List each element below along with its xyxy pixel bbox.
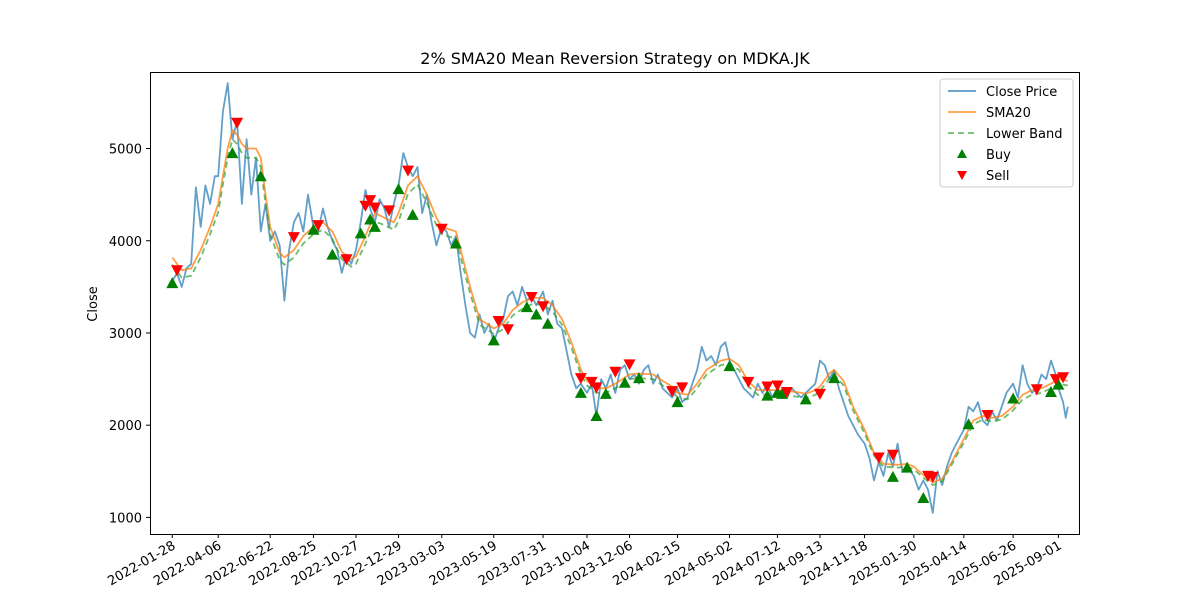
sell-marker bbox=[171, 265, 184, 277]
sma20-line bbox=[171, 129, 1068, 484]
sell-marker bbox=[676, 382, 689, 394]
buy-marker bbox=[632, 372, 645, 384]
buy-marker bbox=[541, 317, 554, 329]
sell-marker bbox=[435, 223, 448, 235]
sell-marker bbox=[1057, 372, 1070, 384]
legend-label: Close Price bbox=[986, 85, 1057, 100]
x-axis-ticks: 2022-01-282022-04-062022-06-222022-08-25… bbox=[105, 534, 1064, 589]
sell-marker bbox=[981, 410, 994, 422]
buy-marker bbox=[799, 393, 812, 405]
sell-marker bbox=[926, 471, 939, 483]
sell-marker bbox=[886, 449, 899, 461]
buy-marker bbox=[364, 213, 377, 225]
y-tick-label: 3000 bbox=[109, 327, 142, 342]
sell-marker bbox=[574, 373, 587, 385]
buy-marker bbox=[226, 147, 239, 159]
plot-frame bbox=[150, 72, 1080, 535]
sell-marker bbox=[1030, 384, 1043, 396]
buy-marker bbox=[590, 409, 603, 421]
buy-marker bbox=[761, 389, 774, 401]
sell-marker bbox=[609, 366, 622, 378]
buy-marker bbox=[917, 492, 930, 504]
buy-marker bbox=[368, 220, 381, 232]
sell-markers bbox=[171, 117, 1070, 483]
buy-marker bbox=[520, 301, 533, 313]
sell-marker bbox=[359, 200, 372, 212]
buy-marker bbox=[307, 223, 320, 235]
y-tick-label: 1000 bbox=[109, 511, 142, 526]
sell-marker bbox=[872, 452, 885, 464]
close-price-line bbox=[171, 82, 1069, 514]
sma20-series bbox=[171, 129, 1068, 484]
buy-marker bbox=[1007, 392, 1020, 404]
buy-marker bbox=[487, 334, 500, 346]
legend-label: Lower Band bbox=[986, 127, 1062, 142]
buy-marker bbox=[886, 470, 899, 482]
chart-title: 2% SMA20 Mean Reversion Strategy on MDKA… bbox=[420, 49, 810, 68]
sell-marker bbox=[312, 220, 325, 232]
buy-marker bbox=[1044, 385, 1057, 397]
buy-marker bbox=[530, 308, 543, 320]
y-tick-label: 2000 bbox=[109, 419, 142, 434]
sell-marker bbox=[501, 324, 514, 336]
legend-label: Sell bbox=[986, 169, 1009, 184]
sell-marker bbox=[771, 380, 784, 392]
sell-marker bbox=[666, 386, 679, 398]
buy-marker bbox=[166, 277, 179, 289]
buy-marker bbox=[618, 376, 631, 388]
buy-marker bbox=[901, 461, 914, 473]
buy-marker bbox=[828, 372, 841, 384]
buy-marker bbox=[392, 183, 405, 195]
close-price-series bbox=[171, 82, 1069, 514]
buy-marker bbox=[1052, 378, 1065, 390]
sell-marker bbox=[340, 254, 353, 266]
sell-marker bbox=[231, 117, 244, 129]
buy-markers bbox=[166, 147, 1065, 504]
legend-label: Buy bbox=[986, 148, 1011, 163]
sell-marker bbox=[761, 381, 774, 393]
sell-marker bbox=[590, 382, 603, 394]
sell-marker bbox=[287, 232, 300, 244]
buy-marker bbox=[326, 248, 339, 260]
buy-marker bbox=[354, 227, 367, 239]
lower-band-series bbox=[171, 137, 1068, 487]
buy-marker bbox=[599, 387, 612, 399]
y-tick-label: 4000 bbox=[109, 235, 142, 250]
buy-marker bbox=[723, 360, 736, 372]
sell-marker bbox=[585, 376, 598, 388]
legend-swatch bbox=[957, 149, 967, 158]
sell-marker bbox=[537, 301, 550, 313]
sell-marker bbox=[401, 165, 414, 177]
buy-marker bbox=[776, 387, 789, 399]
buy-marker bbox=[962, 418, 975, 430]
sell-marker bbox=[383, 205, 396, 217]
sell-marker bbox=[368, 202, 381, 214]
buy-marker bbox=[449, 237, 462, 249]
legend-label: SMA20 bbox=[986, 106, 1031, 121]
sell-marker bbox=[742, 376, 755, 388]
buy-marker bbox=[254, 170, 267, 182]
y-tick-label: 5000 bbox=[109, 143, 142, 158]
legend-box bbox=[939, 78, 1074, 188]
lower-band-line bbox=[171, 137, 1068, 487]
y-axis-label: Close bbox=[86, 286, 101, 321]
sell-marker bbox=[813, 388, 826, 400]
buy-marker bbox=[406, 208, 419, 220]
sell-marker bbox=[364, 195, 377, 207]
legend: Close Price SMA20 Lower Band Buy Sell bbox=[939, 78, 1074, 188]
buy-marker bbox=[574, 386, 587, 398]
sell-marker bbox=[623, 359, 636, 371]
sell-marker bbox=[525, 292, 538, 304]
sell-marker bbox=[492, 315, 505, 327]
y-axis-ticks: 1000 2000 3000 4000 5000 bbox=[109, 143, 150, 526]
buy-marker bbox=[671, 396, 684, 408]
sell-marker bbox=[780, 386, 793, 398]
sell-marker bbox=[1049, 374, 1062, 386]
legend-swatch bbox=[957, 171, 967, 180]
